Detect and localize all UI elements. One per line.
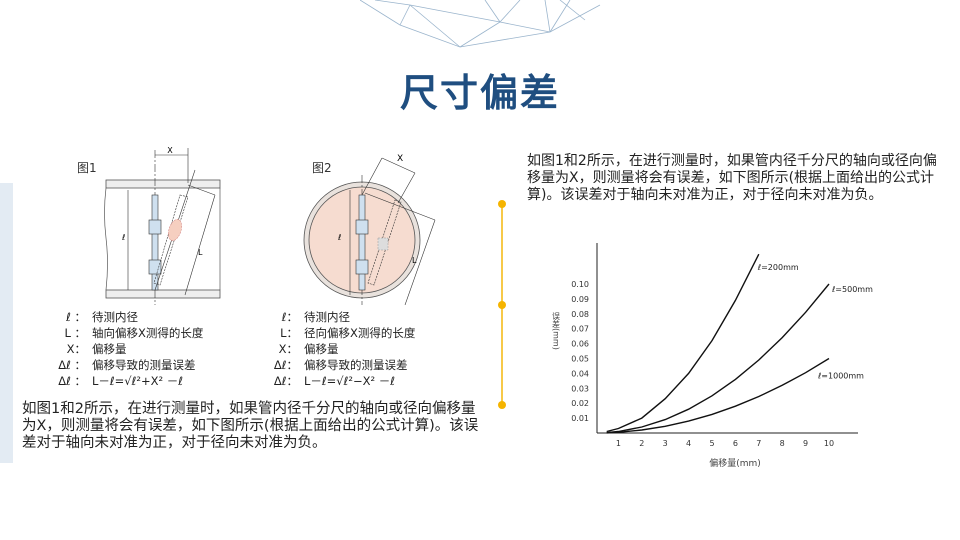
figure-2-radial-diagram: ℓ X L (303, 154, 436, 305)
legend-key: Δℓ： (273, 374, 298, 388)
y-tick-label: 0.08 (571, 310, 589, 319)
x-axis-label: 偏移量(mm) (709, 457, 761, 469)
legend-row: Δℓ ： 偏移导致的测量误差 (50, 357, 203, 373)
series-line (606, 283, 830, 434)
y-tick-label: 0.05 (571, 355, 589, 364)
legend-text: 待测内径 (304, 310, 350, 324)
legend-key: L ： (64, 326, 86, 340)
legend-key: X： (278, 342, 298, 356)
y-tick-label: 0.02 (571, 399, 589, 408)
legend-text: 偏移导致的测量误差 (304, 358, 408, 372)
legend-key: Δℓ ： (58, 358, 86, 372)
series-line (606, 357, 830, 434)
legend-text: 偏移导致的测量误差 (92, 358, 196, 372)
legend-row: ℓ： 待测内径 (262, 309, 415, 325)
legend-row: Δℓ： 偏移导致的测量误差 (262, 357, 415, 373)
legend-text: L－ℓ=√ℓ²+X² －ℓ (92, 374, 184, 388)
timeline-dot (498, 401, 506, 409)
x-tick-label: 10 (824, 439, 834, 448)
y-tick-label: 0.10 (571, 280, 589, 289)
dim-L-2: L (412, 256, 417, 265)
x-tick-label: 4 (686, 439, 691, 448)
legend-text: 偏移量 (92, 342, 127, 356)
legend-row: Δℓ ： L－ℓ=√ℓ²+X² －ℓ (50, 373, 203, 389)
legend-row: ℓ ： 待测内径 (50, 309, 203, 325)
legend-text: L－ℓ=√ℓ²−X² －ℓ (304, 374, 396, 388)
legend-key: ℓ ： (66, 310, 86, 324)
legend-text: 偏移量 (304, 342, 339, 356)
y-tick-label: 0.04 (571, 369, 589, 378)
legend-row: X： 偏移量 (262, 341, 415, 357)
figure-1-label: 图1 (77, 161, 97, 175)
legend-text: 径向偏移X测得的长度 (304, 326, 416, 340)
y-tick-label: 0.03 (571, 384, 589, 393)
legend-key: Δℓ： (273, 358, 298, 372)
y-tick-label: 0.09 (571, 295, 589, 304)
y-tick-label: 0.07 (571, 325, 589, 334)
dim-x: X (167, 146, 173, 155)
series-label: ℓ=1000mm (817, 372, 864, 381)
figure-1-axial-diagram: X ℓ L (104, 146, 221, 305)
x-tick-label: 3 (663, 439, 668, 448)
y-tick-label: 0.01 (571, 414, 589, 423)
timeline-dot (498, 200, 506, 208)
x-tick-label: 1 (616, 439, 621, 448)
dim-x-2: X (397, 154, 403, 164)
y-tick-label: 0.06 (571, 340, 589, 349)
figure-1-legend: ℓ ：待测内径 L ：轴向偏移X测得的长度 X： 偏移量 Δℓ ：偏移导致的测量误差 Δℓ… (50, 309, 203, 389)
series-label: ℓ=200mm (757, 263, 799, 272)
error-chart: 1 2 3 4 5 6 7 8 9 10 0.01 0.02 0.03 0.04 0.05 0.06 0.07 0… (552, 243, 873, 469)
x-tick-label: 5 (709, 439, 714, 448)
legend-row: L ： 轴向偏移X测得的长度 (50, 325, 203, 341)
legend-row: L： 径向偏移X测得的长度 (262, 325, 415, 341)
page-title: 尺寸偏差 (399, 71, 560, 115)
dim-L: L (198, 248, 203, 257)
legend-row: X： 偏移量 (50, 341, 203, 357)
figure-2-label: 图2 (312, 161, 332, 175)
dim-l: ℓ (121, 233, 125, 242)
series-line (606, 253, 760, 433)
side-accent-bar (0, 183, 13, 463)
figure-2-legend: ℓ： 待测内径 L： 径向偏移X测得的长度 X： 偏移量 Δℓ： 偏移导致的测量误差 Δℓ： L－… (262, 309, 416, 389)
series-label: ℓ=500mm (831, 285, 873, 294)
x-tick-label: 6 (733, 439, 738, 448)
x-tick-label: 9 (803, 439, 808, 448)
legend-text: 待测内径 (92, 310, 138, 324)
legend-key: ℓ： (281, 310, 298, 324)
legend-text: 轴向偏移X测得的长度 (92, 326, 204, 340)
decorative-mesh (360, 0, 601, 48)
legend-key: Δℓ ： (58, 374, 86, 388)
description-paragraph: 如图1和2所示，在进行测量时，如果管内径千分尺的轴向或径向偏移量为X，则测量将会… (22, 401, 479, 451)
legend-key: L： (280, 326, 298, 340)
legend-key: X： (66, 342, 86, 356)
x-tick-label: 2 (639, 439, 644, 448)
dim-l-2: ℓ (337, 233, 341, 242)
description-paragraph-duplicate: 如图1和2所示，在进行测量时，如果管内径千分尺的轴向或径向偏移量为X，则测量将会… (527, 153, 937, 203)
timeline-dot (498, 301, 506, 309)
x-tick-label: 8 (780, 439, 785, 448)
x-tick-label: 7 (756, 439, 761, 448)
legend-row: Δℓ： L－ℓ=√ℓ²−X² －ℓ (262, 373, 415, 389)
y-axis-label: 误差(mm) (552, 312, 561, 350)
